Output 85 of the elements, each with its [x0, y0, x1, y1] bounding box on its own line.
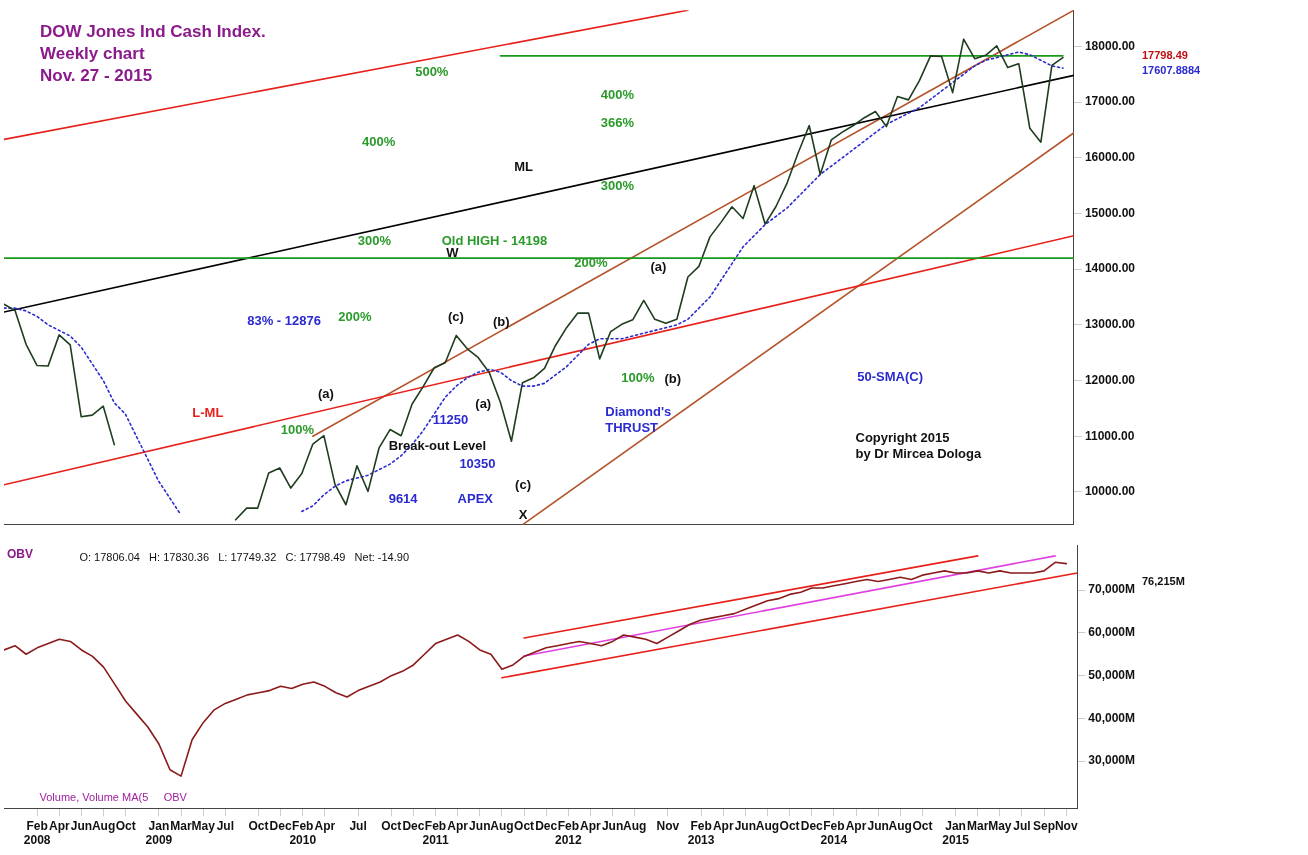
x-tick-label: Dec	[800, 818, 824, 833]
annotation: ML	[514, 159, 534, 175]
x-tick-label: Apr	[48, 818, 70, 833]
x-tick-label: Jun	[70, 818, 93, 833]
x-tick-label: Aug	[755, 818, 780, 833]
annotation: 200%	[574, 254, 609, 270]
x-tick-label: Jul	[216, 818, 234, 833]
annotation: Break-out Level	[388, 438, 487, 454]
y-tick-label: 13000.00	[1084, 317, 1136, 332]
x-tick-label: Dec	[269, 818, 292, 833]
x-tick-label: May	[191, 818, 216, 833]
y-tick-label: 50,000M	[1088, 667, 1135, 682]
x-tick-label: Jun	[867, 818, 889, 833]
x-tick-label: Aug	[623, 818, 647, 833]
annotation: (a)	[475, 395, 492, 411]
annotation: 300%	[600, 178, 635, 194]
chart-title: OBV	[7, 546, 34, 561]
text: DOW Jones Ind Cash Index. Weekly chart Nov. 27 - 2015	[40, 22, 266, 86]
y-tick-label: 40,000M	[1088, 710, 1135, 725]
x-tick-label: Aug	[490, 818, 514, 833]
annotation: 10350	[459, 455, 496, 471]
x-tick-label: Oct	[381, 818, 402, 833]
annotation: (a)	[317, 386, 334, 402]
y-tick-label: 15000.00	[1084, 205, 1136, 220]
annotation: (c)	[515, 476, 531, 492]
x-tick-label: Apr	[580, 818, 602, 833]
x-tick-label: Aug	[91, 818, 116, 833]
x-tick-label: Oct	[912, 818, 933, 833]
annotation: 100%	[280, 421, 315, 437]
x-tick-label: Apr	[712, 818, 734, 833]
x-tick-label: Sep	[1033, 818, 1056, 833]
x-tick-label: Nov	[656, 818, 680, 833]
annotation: X	[518, 506, 528, 522]
x-tick-label: Jun	[469, 818, 491, 833]
x-tick-label: Apr	[314, 818, 336, 833]
x-tick-label: Jun	[734, 818, 757, 833]
x-tick-label: Jul	[349, 818, 367, 833]
x-tick-label: Nov	[1054, 818, 1078, 833]
x-tick-label: May	[988, 818, 1012, 833]
y-tick-label: 16000.00	[1084, 150, 1136, 165]
annotation: 100%	[621, 369, 655, 385]
x-tick-label: Mar	[170, 818, 193, 833]
y-tick-label: 17000.00	[1084, 94, 1136, 109]
text: 17798.49	[1142, 48, 1188, 61]
y-tick-label: 30,000M	[1088, 753, 1135, 768]
annotation: (b)	[492, 313, 510, 329]
annotation: (c)	[447, 308, 464, 324]
x-tick-label: Oct	[514, 818, 535, 833]
x-tick-label: Jun	[601, 818, 624, 833]
annotation: L-ML	[192, 405, 224, 421]
y-tick-label: 10000.00	[1084, 484, 1136, 499]
annotation: Diamond's THRUST	[605, 404, 672, 436]
annotation: 83% - 12876	[247, 312, 321, 328]
y-tick-label: 18000.00	[1084, 38, 1136, 53]
x-tick-label: Jul	[1013, 818, 1031, 833]
annotation: 400%	[362, 134, 396, 150]
y-tick-label: 14000.00	[1084, 261, 1136, 276]
y-tick-label: 11000.00	[1084, 428, 1135, 443]
x-tick-label: Oct	[115, 818, 136, 833]
x-tick-label: Dec	[402, 818, 425, 833]
x-tick-label: Apr	[447, 818, 469, 833]
annotation: 200%	[338, 308, 372, 324]
annotation: OBV	[163, 791, 188, 804]
y-tick-label: 12000.00	[1084, 372, 1136, 387]
annotation: 11250	[432, 412, 469, 428]
annotation: O: 17806.04 H: 17830.36 L: 17749.32 C: 17798.49 Net: -14.90	[79, 550, 410, 563]
y-tick-label: 70,000M	[1088, 582, 1135, 597]
annotation: 500%	[415, 63, 449, 79]
annotation: (a)	[650, 258, 667, 274]
annotation: Volume, Volume MA(5	[39, 791, 149, 804]
x-tick-label: Oct	[779, 818, 800, 833]
annotation: (b)	[664, 370, 682, 386]
x-tick-label: Oct	[248, 818, 269, 833]
x-tick-label: Apr	[845, 818, 867, 833]
annotation: 300%	[357, 233, 392, 249]
annotation: 400%	[600, 86, 635, 102]
text: 76,215M	[1142, 575, 1185, 588]
x-tick-label: Aug	[888, 818, 912, 833]
annotation: APEX	[457, 491, 494, 507]
annotation: 50-SMA(C)	[857, 368, 924, 384]
text: 17607.8884	[1142, 64, 1201, 77]
y-tick-label: 60,000M	[1088, 625, 1135, 640]
annotation: Copyright 2015 by Dr Mircea Dologa	[855, 430, 982, 462]
annotation: 366%	[600, 114, 635, 130]
annotation: 9614	[388, 491, 419, 507]
